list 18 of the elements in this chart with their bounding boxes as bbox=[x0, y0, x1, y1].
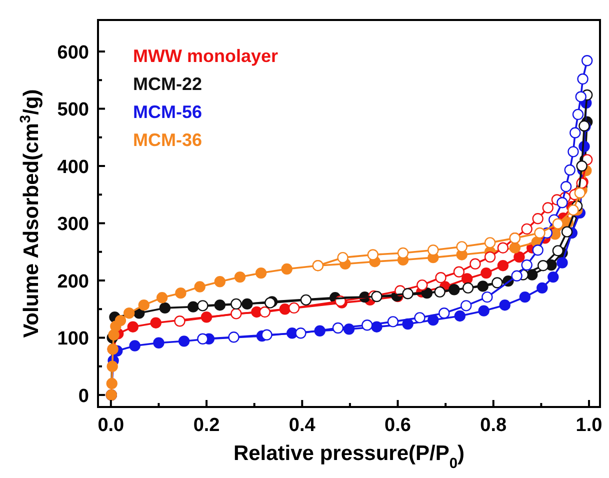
y-tick-label: 300 bbox=[57, 214, 89, 236]
x-tick-label: 1.0 bbox=[576, 415, 602, 436]
y-tick-label: 200 bbox=[57, 271, 89, 292]
text: MCM-36 bbox=[133, 130, 202, 150]
x-tick-label: 0.6 bbox=[384, 415, 411, 436]
x-tick-label: 0.2 bbox=[193, 415, 220, 436]
y-tick-label: 100 bbox=[57, 328, 89, 350]
y-tick-label: 400 bbox=[57, 156, 89, 178]
x-tick-label: 0.8 bbox=[480, 415, 507, 436]
y-tick-label: 0 bbox=[78, 386, 89, 407]
y-tick-label: 500 bbox=[57, 100, 89, 121]
x-tick-label: 0.0 bbox=[98, 415, 124, 436]
text: MCM-22 bbox=[133, 74, 202, 94]
text: MWW monolayer bbox=[133, 46, 278, 66]
x-axis-title: Relative pressure(P/P$_{0}$) bbox=[233, 442, 465, 472]
text: MCM-56 bbox=[133, 102, 202, 122]
x-tick-label: 0.4 bbox=[288, 415, 316, 436]
y-tick-label: 600 bbox=[57, 42, 89, 64]
